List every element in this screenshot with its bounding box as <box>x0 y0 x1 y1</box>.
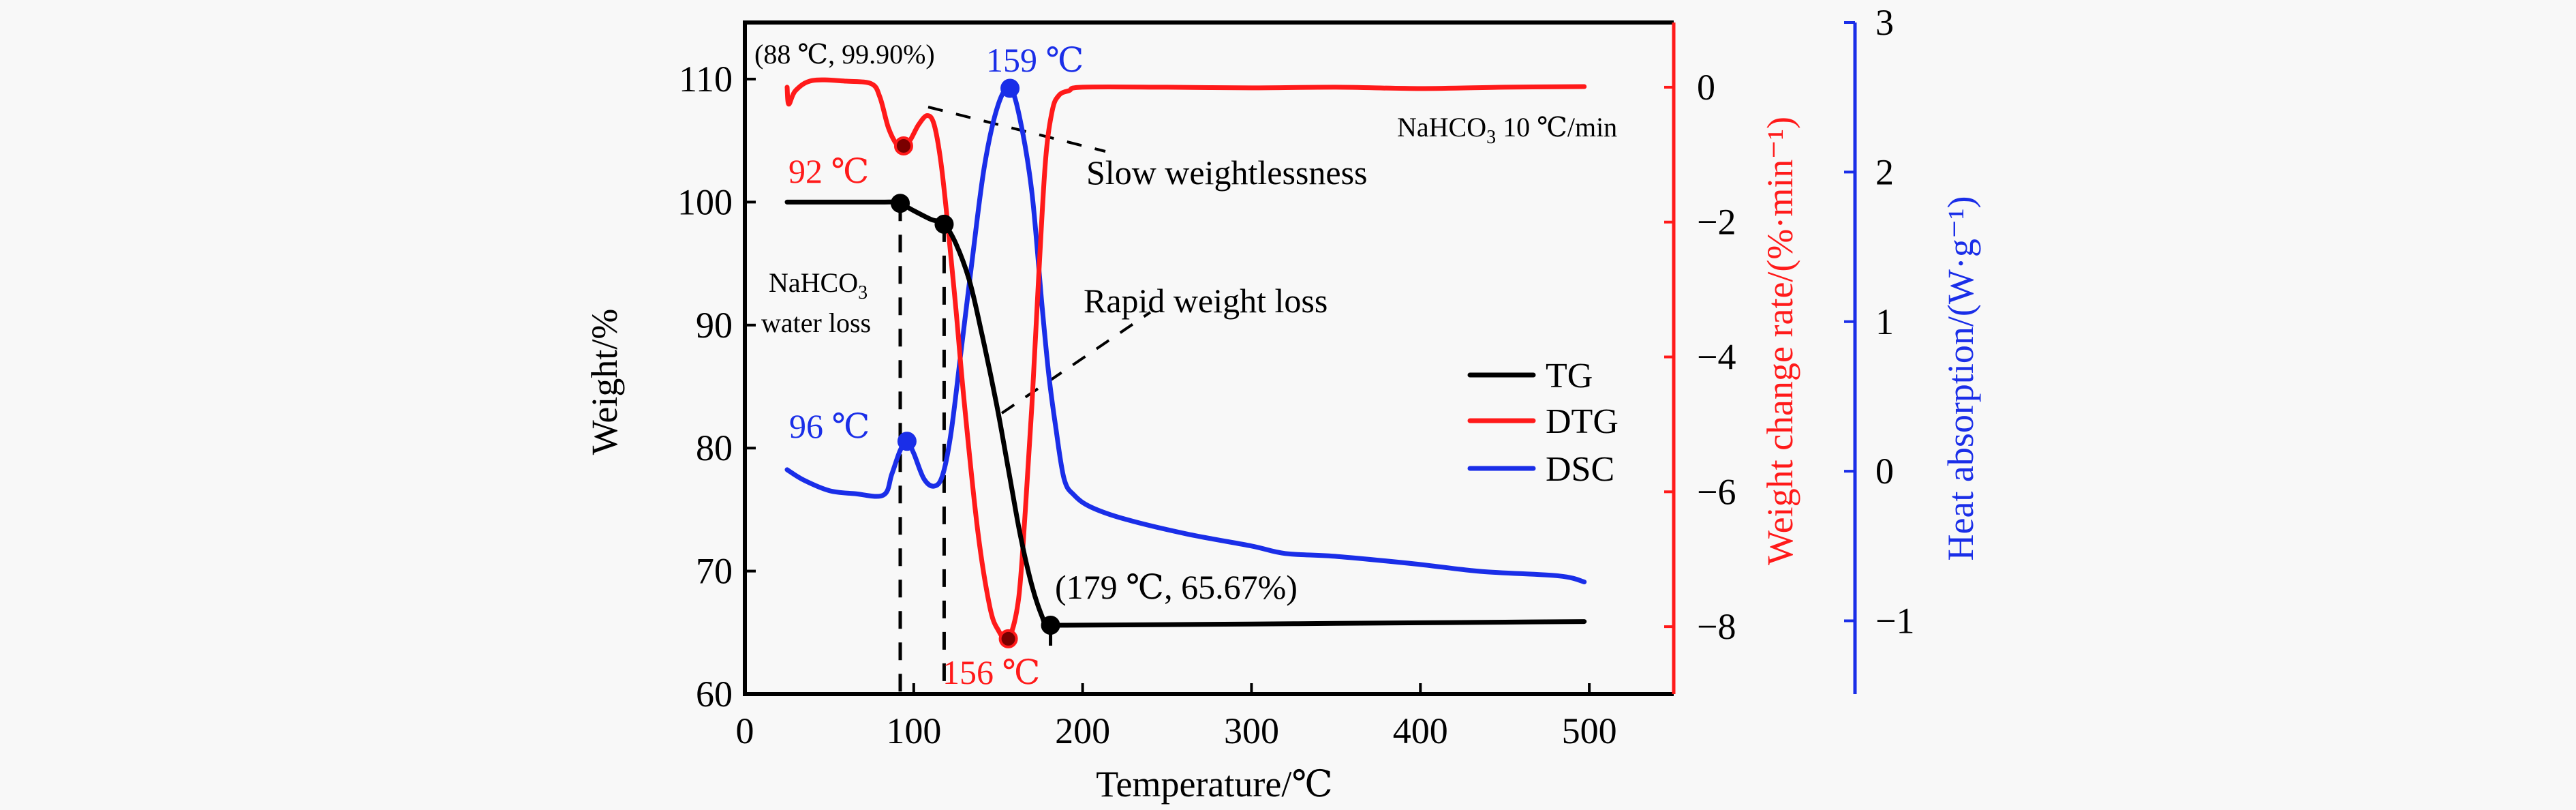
left-y-tick-label: 80 <box>696 427 733 468</box>
heating-rate-suffix: 10 ℃/min <box>1496 112 1617 142</box>
marker-dtg <box>893 136 913 155</box>
marker-dsc <box>897 432 917 451</box>
x-tick-label: 300 <box>1224 710 1279 751</box>
legend: TG DTG DSC <box>1467 357 1619 489</box>
left-y-tick-label: 60 <box>696 674 733 715</box>
nahco3-prefix: NaHCO <box>769 267 858 298</box>
x-tick-label: 400 <box>1393 710 1448 751</box>
rapid-weight-loss-leader <box>1000 311 1152 415</box>
red-y-tick-label: −8 <box>1697 606 1736 647</box>
slow-weightlessness-leader <box>927 106 1106 153</box>
x-tick-label: 0 <box>736 710 754 751</box>
annotation-156c: 156 ℃ <box>942 653 1040 691</box>
annotation-92c: 92 ℃ <box>788 152 869 190</box>
marker-tg <box>1041 615 1060 635</box>
left-y-tick-label: 90 <box>696 305 733 346</box>
red-y-tick-label: 0 <box>1697 67 1715 108</box>
y-axis-title-blue: Heat absorption/(W·g⁻¹) <box>1940 196 1981 560</box>
red-y-tick-label: −2 <box>1697 202 1736 243</box>
legend-label-dtg: DTG <box>1546 402 1619 441</box>
blue-y-tick-label: 2 <box>1875 151 1894 192</box>
annotation-heating-rate: NaHCO3 10 ℃/min <box>1397 112 1617 148</box>
legend-label-tg: TG <box>1546 357 1593 395</box>
blue-y-tick-label: 3 <box>1875 2 1894 43</box>
markers <box>890 78 1060 648</box>
blue-y-tick-label: −1 <box>1875 601 1914 642</box>
labels: Temperature/℃ Weight/% Weight change rat… <box>584 39 1981 805</box>
y-axis-title-left: Weight/% <box>584 309 625 455</box>
legend-label-dsc: DSC <box>1546 450 1614 489</box>
annotation-slow-weightlessness: Slow weightlessness <box>1086 153 1368 192</box>
annotation-96c: 96 ℃ <box>789 407 870 445</box>
annotation-179c: (179 ℃, 65.67%) <box>1055 568 1298 606</box>
x-tick-label: 100 <box>886 710 941 751</box>
y-axis-title-red: Weight change rate/(%·min⁻¹) <box>1760 117 1800 565</box>
annotation-159c: 159 ℃ <box>986 41 1084 79</box>
blue-y-tick-label: 0 <box>1875 451 1894 492</box>
left-y-tick-label: 70 <box>696 551 733 592</box>
annotation-88c: (88 ℃, 99.90%) <box>754 39 935 70</box>
left-y-tick-label: 100 <box>677 181 733 222</box>
red-y-tick-label: −6 <box>1697 471 1736 512</box>
left-y-tick-label: 110 <box>679 59 733 100</box>
marker-tg <box>890 194 910 213</box>
axes: 0 100 200 300 400 500 60 70 80 90 100 110 0 −2 −4 −6 −8 3… <box>677 2 1914 751</box>
annotation-water-loss: water loss <box>761 308 871 338</box>
series-line-dtg <box>784 77 1587 643</box>
series-line-tg <box>784 199 1587 628</box>
annotation-nahco3: NaHCO3 <box>769 267 868 303</box>
blue-y-tick-label: 1 <box>1875 301 1894 342</box>
heating-rate-prefix: NaHCO <box>1397 112 1486 142</box>
annotation-rapid-weight-loss: Rapid weight loss <box>1084 282 1328 320</box>
marker-tg <box>934 214 954 234</box>
marker-dsc <box>1000 78 1020 98</box>
marker-dtg <box>998 629 1018 648</box>
x-tick-label: 200 <box>1055 710 1110 751</box>
red-y-tick-label: −4 <box>1697 337 1736 378</box>
heating-rate-sub: 3 <box>1486 127 1496 148</box>
x-tick-label: 500 <box>1562 710 1617 751</box>
x-axis-title: Temperature/℃ <box>1096 764 1332 805</box>
nahco3-sub: 3 <box>858 282 868 303</box>
